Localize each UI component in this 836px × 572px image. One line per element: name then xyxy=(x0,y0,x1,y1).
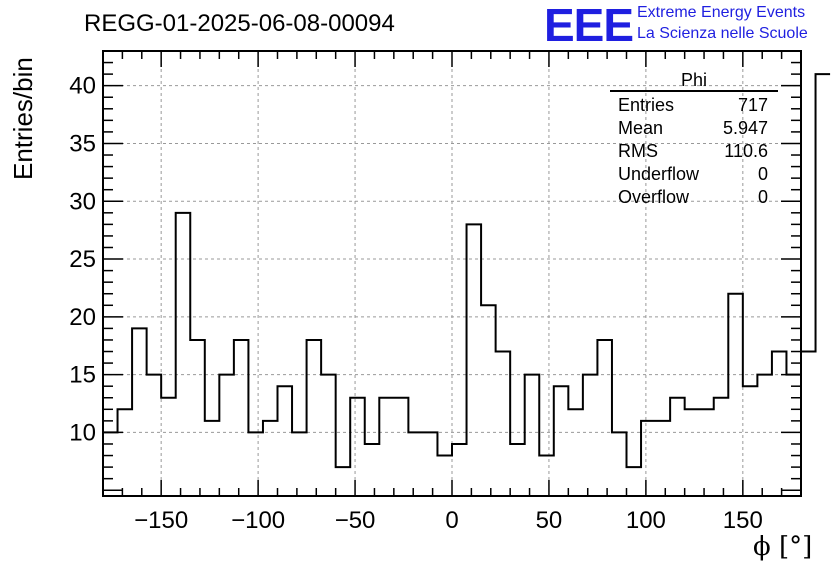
stats-row-underflow: Underflow 0 xyxy=(610,163,778,186)
stats-value: 110.6 xyxy=(724,141,768,161)
histogram-line xyxy=(102,73,831,496)
y-tick-label: 10 xyxy=(69,419,96,446)
y-tick-label: 15 xyxy=(69,362,96,389)
x-tick-label: −50 xyxy=(335,507,376,534)
tick-labels: −150 −100 −50 0 50 100 150 10 15 20 25 30 35 40 xyxy=(69,73,763,534)
stats-row-entries: Entries 717 xyxy=(610,94,778,117)
stats-label: Overflow xyxy=(618,187,690,207)
y-tick-label: 20 xyxy=(69,304,96,331)
stats-value: 717 xyxy=(737,95,768,115)
x-tick-label: 150 xyxy=(723,507,763,534)
stats-value: 5.947 xyxy=(722,118,768,138)
plot-title: REGG-01-2025-06-08-00094 xyxy=(84,10,395,37)
axis-ticks xyxy=(102,50,802,496)
logo-line-1: Extreme Energy Events xyxy=(637,4,806,21)
y-axis-label: Entries/bin xyxy=(8,57,38,180)
y-tick-label: 25 xyxy=(69,246,96,273)
stats-title: Phi xyxy=(610,70,778,92)
y-tick-label: 35 xyxy=(69,130,96,157)
x-tick-label: −100 xyxy=(231,507,285,534)
stats-value: 0 xyxy=(757,164,768,184)
y-tick-label: 40 xyxy=(69,73,96,100)
x-tick-label: 50 xyxy=(536,507,563,534)
eee-logo: EEE xyxy=(544,0,634,51)
stats-label: RMS xyxy=(618,141,658,161)
x-axis-label: ϕ [°] xyxy=(753,532,813,562)
x-tick-label: −150 xyxy=(134,507,188,534)
stats-label: Underflow xyxy=(618,164,700,184)
logo-line-2: La Scienza nelle Scuole xyxy=(637,25,808,42)
x-tick-label: 100 xyxy=(626,507,666,534)
stats-value: 0 xyxy=(757,187,768,207)
stats-label: Mean xyxy=(618,118,664,138)
stats-row-rms: RMS 110.6 xyxy=(610,140,778,163)
x-tick-label: 0 xyxy=(445,507,458,534)
stats-row-mean: Mean 5.947 xyxy=(610,117,778,140)
stats-box: Phi Entries 717 Mean 5.947 RMS 110.6 Und… xyxy=(610,70,778,209)
stats-row-overflow: Overflow 0 xyxy=(610,186,778,209)
y-tick-label: 30 xyxy=(69,188,96,215)
stats-label: Entries xyxy=(618,95,675,115)
